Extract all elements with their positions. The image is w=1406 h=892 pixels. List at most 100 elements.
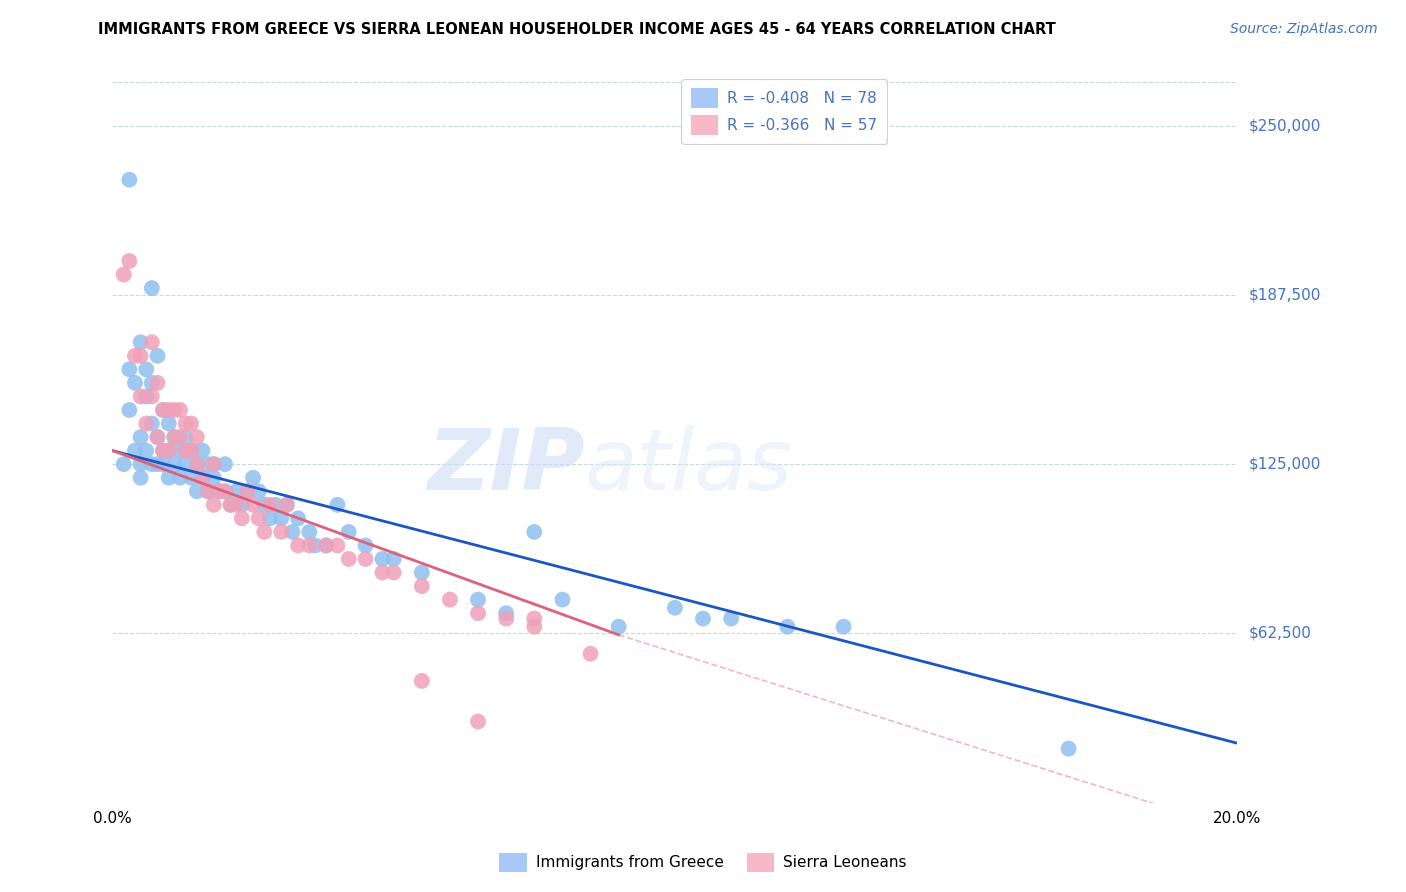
Point — [247, 484, 270, 499]
Point — [1057, 741, 1080, 756]
Point — [253, 498, 276, 512]
Point — [163, 430, 186, 444]
Point — [141, 281, 163, 295]
Point — [411, 579, 433, 593]
Point — [197, 484, 219, 499]
Point — [202, 457, 225, 471]
Point — [551, 592, 574, 607]
Text: $62,500: $62,500 — [1249, 626, 1312, 641]
Point — [467, 714, 489, 729]
Point — [174, 430, 197, 444]
Point — [186, 457, 208, 471]
Point — [270, 511, 292, 525]
Point — [720, 611, 742, 625]
Point — [129, 430, 152, 444]
Point — [135, 362, 157, 376]
Point — [141, 417, 163, 431]
Point — [692, 611, 714, 625]
Point — [118, 362, 141, 376]
Point — [152, 457, 174, 471]
Point — [231, 511, 253, 525]
Point — [236, 484, 259, 499]
Point — [607, 620, 630, 634]
Point — [124, 376, 146, 390]
Point — [118, 254, 141, 268]
Point — [326, 538, 349, 552]
Point — [371, 552, 394, 566]
Point — [337, 524, 360, 539]
Point — [152, 403, 174, 417]
Point — [219, 498, 242, 512]
Point — [118, 172, 141, 186]
Point — [382, 566, 405, 580]
Point — [169, 443, 191, 458]
Point — [495, 606, 517, 620]
Point — [214, 457, 236, 471]
Point — [202, 498, 225, 512]
Text: $187,500: $187,500 — [1249, 287, 1320, 302]
Point — [129, 457, 152, 471]
Point — [169, 471, 191, 485]
Point — [163, 403, 186, 417]
Point — [411, 566, 433, 580]
Point — [298, 524, 321, 539]
Point — [337, 552, 360, 566]
Point — [146, 349, 169, 363]
Point — [180, 417, 202, 431]
Text: IMMIGRANTS FROM GREECE VS SIERRA LEONEAN HOUSEHOLDER INCOME AGES 45 - 64 YEARS C: IMMIGRANTS FROM GREECE VS SIERRA LEONEAN… — [98, 22, 1056, 37]
Point — [124, 349, 146, 363]
Point — [264, 498, 287, 512]
Point — [174, 417, 197, 431]
Point — [169, 403, 191, 417]
Point — [523, 524, 546, 539]
Point — [174, 443, 197, 458]
Point — [124, 443, 146, 458]
Text: Source: ZipAtlas.com: Source: ZipAtlas.com — [1230, 22, 1378, 37]
Text: $250,000: $250,000 — [1249, 118, 1320, 133]
Point — [776, 620, 799, 634]
Point — [163, 430, 186, 444]
Point — [219, 498, 242, 512]
Legend: Immigrants from Greece, Sierra Leoneans: Immigrants from Greece, Sierra Leoneans — [492, 845, 914, 880]
Point — [270, 524, 292, 539]
Point — [129, 471, 152, 485]
Point — [135, 417, 157, 431]
Point — [157, 403, 180, 417]
Text: ZIP: ZIP — [427, 425, 585, 508]
Point — [186, 430, 208, 444]
Point — [225, 498, 247, 512]
Point — [191, 471, 214, 485]
Point — [141, 457, 163, 471]
Point — [152, 403, 174, 417]
Point — [129, 349, 152, 363]
Point — [214, 484, 236, 499]
Point — [579, 647, 602, 661]
Point — [186, 457, 208, 471]
Point — [259, 498, 281, 512]
Point — [315, 538, 337, 552]
Point — [371, 566, 394, 580]
Point — [186, 484, 208, 499]
Point — [152, 443, 174, 458]
Legend: R = -0.408   N = 78, R = -0.366   N = 57: R = -0.408 N = 78, R = -0.366 N = 57 — [682, 79, 887, 145]
Point — [135, 389, 157, 403]
Point — [197, 457, 219, 471]
Point — [208, 484, 231, 499]
Point — [129, 335, 152, 350]
Point — [242, 498, 264, 512]
Point — [523, 611, 546, 625]
Point — [253, 524, 276, 539]
Point — [180, 443, 202, 458]
Point — [664, 600, 686, 615]
Point — [191, 471, 214, 485]
Point — [146, 457, 169, 471]
Point — [354, 538, 377, 552]
Point — [129, 389, 152, 403]
Point — [169, 430, 191, 444]
Point — [141, 376, 163, 390]
Point — [236, 484, 259, 499]
Point — [439, 592, 461, 607]
Point — [180, 443, 202, 458]
Point — [112, 268, 135, 282]
Point — [832, 620, 855, 634]
